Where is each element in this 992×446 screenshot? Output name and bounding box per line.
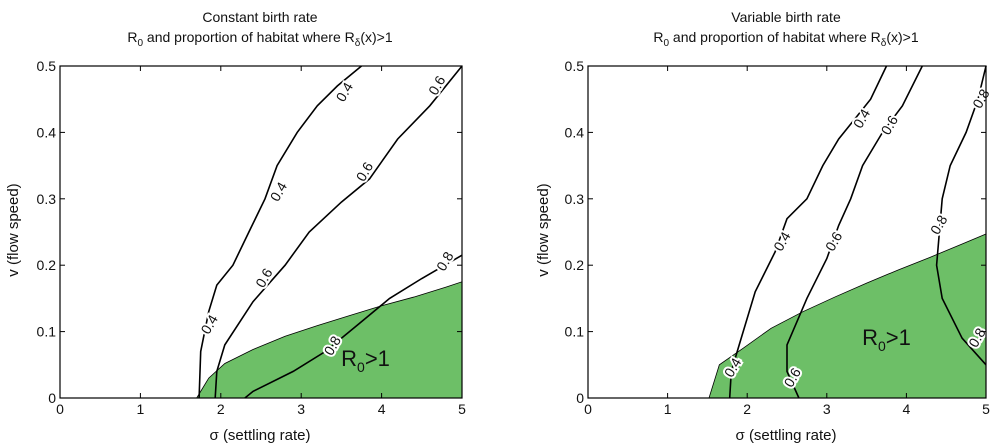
- region-label: R0>1: [341, 346, 390, 375]
- contour-line-0.8: [244, 254, 463, 399]
- x-tick-label: 3: [297, 401, 305, 417]
- y-axis-label-right: v (flow speed): [535, 183, 552, 276]
- x-tick-label: 5: [458, 401, 466, 417]
- panel-constant-birth-rate: Constant birth rate R0 and proportion of…: [5, 9, 466, 444]
- y-tick-label: 0.3: [37, 191, 57, 207]
- x-tick-label: 0: [56, 401, 64, 417]
- x-tick-label: 4: [378, 401, 386, 417]
- x-tick-label: 0: [584, 401, 592, 417]
- x-tick-label: 5: [982, 401, 990, 417]
- x-tick-label: 2: [217, 401, 225, 417]
- contour-label: 0.6: [252, 265, 276, 290]
- y-tick-label: 0.5: [37, 58, 57, 74]
- chart-title-left: Constant birth rate: [202, 9, 317, 25]
- x-tick-label: 1: [664, 401, 672, 417]
- y-tick-label: 0.4: [565, 124, 585, 140]
- contour-label: 0.4: [333, 79, 357, 104]
- plot-area-left: 0.40.40.40.60.60.60.80.80 1 2 3 4 500.10.20.3…: [37, 58, 467, 417]
- contour-label: 0.8: [969, 86, 992, 111]
- chart-subtitle-right: R0 and proportion of habitat where Rδ(x)…: [653, 29, 918, 49]
- y-tick-label: 0.1: [565, 324, 585, 340]
- y-tick-label: 0: [576, 390, 584, 406]
- y-tick-label: 0.5: [565, 58, 585, 74]
- chart-subtitle-left: R0 and proportion of habitat where Rδ(x)…: [127, 29, 392, 49]
- contour-line-0.6: [786, 65, 924, 399]
- contour-label: 0.4: [770, 229, 794, 254]
- contour-label: 0.6: [425, 73, 449, 98]
- contour-label: 0.6: [353, 159, 377, 184]
- contour-line-0.4: [728, 65, 888, 399]
- x-axis-label-right: σ (settling rate): [736, 427, 837, 444]
- y-tick-label: 0.2: [37, 257, 57, 273]
- contour-line-0.8: [935, 65, 987, 366]
- x-axis-label-left: σ (settling rate): [210, 427, 311, 444]
- x-tick-label: 2: [743, 401, 751, 417]
- y-tick-label: 0.2: [565, 257, 585, 273]
- contour-label: 0.8: [927, 212, 951, 237]
- contour-line-0.6: [214, 65, 463, 399]
- plot-frame: [587, 65, 987, 399]
- y-tick-label: 0.1: [37, 324, 57, 340]
- plot-frame: [59, 65, 463, 399]
- y-tick-label: 0.4: [37, 124, 57, 140]
- panel-variable-birth-rate: Variable birth rate R0 and proportion of…: [535, 9, 992, 444]
- region-label: R0>1: [862, 325, 911, 354]
- contour-line-0.4: [198, 65, 363, 399]
- y-axis-label-left: v (flow speed): [5, 183, 22, 276]
- contour-label: 0.6: [822, 229, 846, 254]
- y-tick-label: 0: [48, 390, 56, 406]
- r0-region: [708, 233, 987, 399]
- contour-label: 0.4: [197, 312, 221, 337]
- y-tick-label: 0.3: [565, 191, 585, 207]
- chart-title-right: Variable birth rate: [731, 9, 841, 25]
- x-tick-label: 3: [823, 401, 831, 417]
- contour-label: 0.4: [850, 106, 874, 131]
- x-tick-label: 4: [903, 401, 911, 417]
- x-tick-label: 1: [137, 401, 145, 417]
- plot-area-right: 0.40.40.40.60.60.60.80.80.80 1 2 3 4 500.10.2…: [565, 58, 992, 417]
